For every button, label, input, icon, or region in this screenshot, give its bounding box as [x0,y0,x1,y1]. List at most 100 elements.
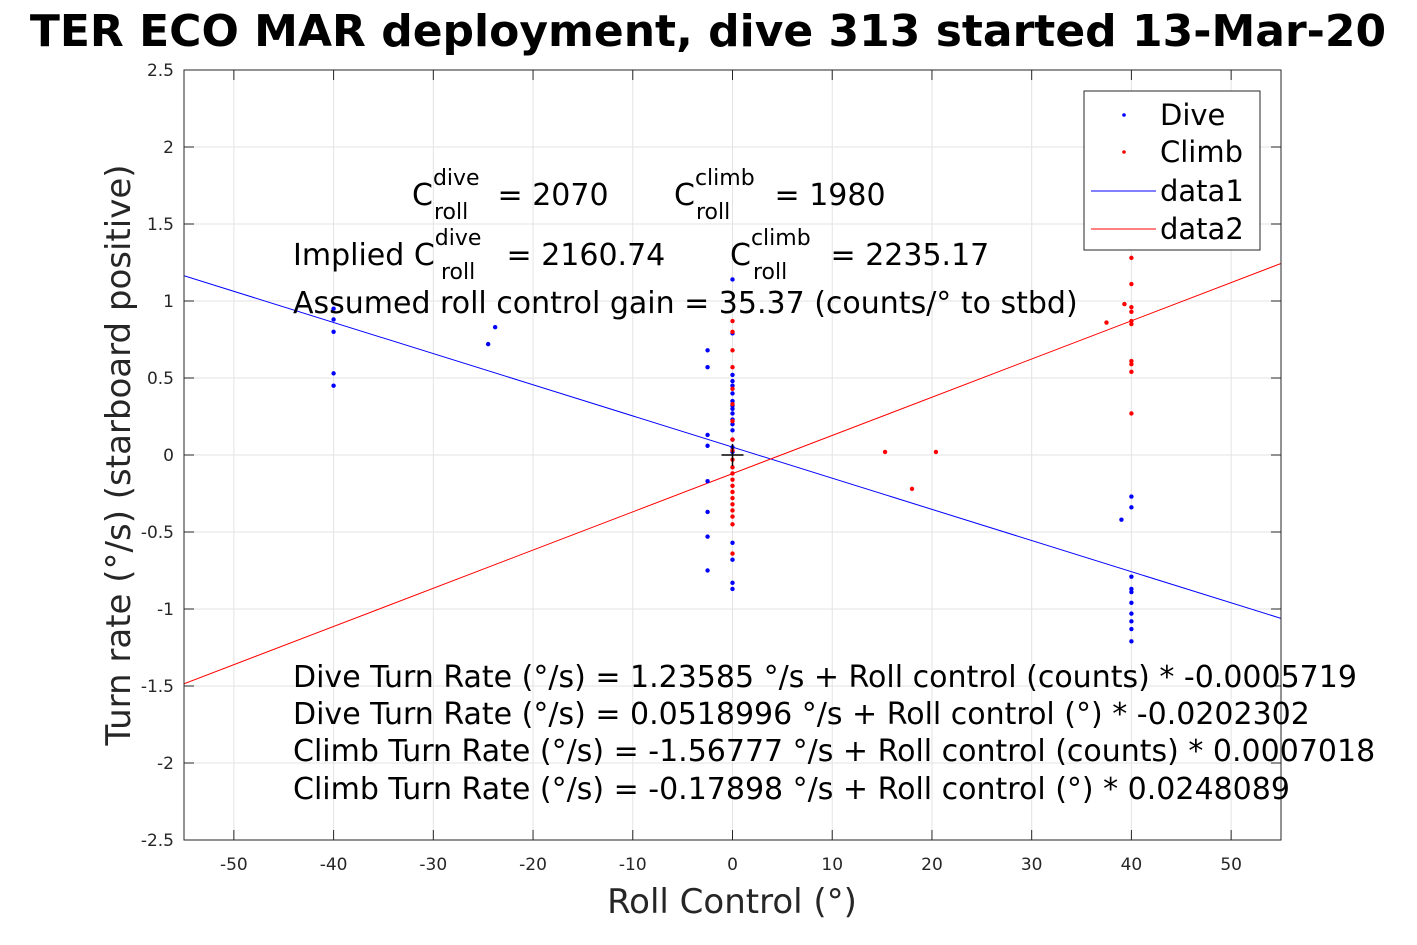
c-roll-climb-annotation: Cclimb roll = 1980 [674,166,886,225]
dive-point [705,348,710,353]
climb-point [730,502,735,507]
dive-point [1129,586,1134,592]
climb-point [730,437,735,442]
equation-line: Climb Turn Rate (°/s) = -1.56777 °/s + R… [293,734,1375,769]
x-tick-label: 20 [921,855,943,875]
dive-point [730,411,735,416]
x-tick-label: -30 [419,855,447,875]
dive-point [730,406,735,411]
y-tick-label: 2 [163,138,174,158]
dive-point [705,534,710,539]
legend-entry: Dive [1160,98,1225,132]
dive-point [331,329,336,334]
dive-point [730,586,735,592]
chart-title: TER ECO MAR deployment, dive 313 started… [30,6,1386,57]
dive-point [1129,505,1134,510]
x-tick-label: 30 [1021,855,1043,875]
x-tick-label: 50 [1220,855,1242,875]
dive-point [730,580,735,586]
legend-entry: data2 [1160,212,1244,246]
dive-point [730,378,735,384]
climb-point [1129,321,1134,327]
dive-point [730,540,735,545]
dive-point [705,432,710,438]
dive-point [705,568,710,573]
dive-point [331,317,336,322]
dive-point [730,398,735,404]
dive-point [1129,626,1134,632]
climb-point [730,514,735,519]
legend-entry: data1 [1160,174,1244,208]
climb-point [730,318,735,324]
dive-point [730,428,735,433]
dive-point [1129,600,1134,606]
legend-dive-swatch [1122,113,1126,117]
climb-point [1104,320,1109,325]
x-tick-label: -10 [619,855,647,875]
climb-point [909,486,915,492]
climb-point [730,465,735,470]
equation-line: Dive Turn Rate (°/s) = 1.23585 °/s + Rol… [293,660,1357,695]
dive-point [705,478,710,484]
climb-point [933,449,939,455]
climb-point [1129,255,1134,261]
x-tick-label: -50 [220,855,248,875]
y-tick-label: 1.5 [147,215,174,235]
climb-point [730,495,735,501]
climb-point [1129,411,1134,416]
climb-point [882,449,888,455]
dive-point [730,557,735,562]
climb-point [730,418,735,424]
climb-point [730,329,735,334]
data-points [331,255,1134,644]
origin-marker [721,444,744,466]
legend: Dive Climb data1 data2 [1083,90,1261,251]
y-tick-label: 0.5 [147,369,174,389]
climb-point [730,551,735,556]
climb-point [730,483,735,488]
climb-point [1129,358,1134,364]
climb-point [1129,318,1134,324]
dive-point [730,391,735,396]
dive-point [730,422,735,427]
dive-point [485,341,491,347]
implied-c-roll-dive-annotation: Implied Cdive roll = 2160.74 [293,226,665,285]
climb-point [730,365,735,370]
dive-point [331,371,336,376]
y-tick-label: -2.5 [141,831,174,851]
x-tick-label: 40 [1121,855,1143,875]
x-axis-label: Roll Control (°) [607,882,857,922]
climb-point [730,522,735,527]
climb-point [730,348,735,353]
x-tick-label: -20 [519,855,547,875]
x-axis-ticks: -50 -40 -30 -20 -10 0 10 20 30 40 50 [220,70,1242,875]
dive-point [331,306,336,311]
legend-entry: Climb [1160,135,1243,169]
x-tick-label: -40 [320,855,348,875]
dive-point [331,383,336,388]
climb-point [1129,361,1134,367]
y-tick-label: 0 [163,446,174,466]
x-tick-label: 10 [821,855,843,875]
climb-point [1129,281,1134,287]
climb-point [1129,304,1134,310]
dive-point [1129,619,1134,624]
y-tick-label: -2 [157,754,174,774]
dive-point [492,324,498,330]
climb-point [1129,309,1134,314]
climb-point [730,489,735,495]
equation-line: Dive Turn Rate (°/s) = 0.0518996 °/s + R… [293,697,1310,732]
climb-point [1122,301,1127,307]
climb-point [1129,369,1134,375]
y-axis-ticks: -2.5 -2 -1.5 -1 -0.5 0 0.5 1 1.5 2 2.5 [141,61,1281,851]
climb-point [730,477,735,482]
dive-point [1129,611,1134,616]
y-tick-label: -1 [157,600,174,620]
dive-point [1119,517,1124,522]
implied-c-roll-climb-annotation: Cclimb roll = 2235.17 [730,226,989,285]
